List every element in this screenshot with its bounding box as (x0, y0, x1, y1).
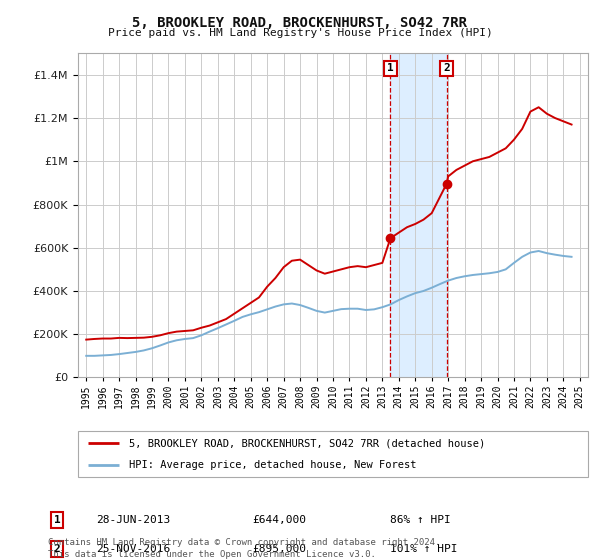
Text: 1: 1 (53, 515, 61, 525)
Text: HPI: Average price, detached house, New Forest: HPI: Average price, detached house, New … (129, 460, 416, 470)
Text: 28-JUN-2013: 28-JUN-2013 (96, 515, 170, 525)
Text: Price paid vs. HM Land Registry's House Price Index (HPI): Price paid vs. HM Land Registry's House … (107, 28, 493, 38)
Text: 2: 2 (53, 544, 61, 554)
Text: 101% ↑ HPI: 101% ↑ HPI (390, 544, 458, 554)
Text: 86% ↑ HPI: 86% ↑ HPI (390, 515, 451, 525)
Text: 5, BROOKLEY ROAD, BROCKENHURST, SO42 7RR (detached house): 5, BROOKLEY ROAD, BROCKENHURST, SO42 7RR… (129, 438, 485, 449)
Text: 5, BROOKLEY ROAD, BROCKENHURST, SO42 7RR: 5, BROOKLEY ROAD, BROCKENHURST, SO42 7RR (133, 16, 467, 30)
Bar (391, 53, 446, 377)
Text: 2: 2 (443, 63, 450, 73)
Text: 1: 1 (387, 63, 394, 73)
Text: 25-NOV-2016: 25-NOV-2016 (96, 544, 170, 554)
Text: £895,000: £895,000 (252, 544, 306, 554)
Text: This data is licensed under the Open Government Licence v3.0.: This data is licensed under the Open Gov… (48, 550, 376, 559)
Text: Contains HM Land Registry data © Crown copyright and database right 2024.: Contains HM Land Registry data © Crown c… (48, 538, 440, 547)
Text: £644,000: £644,000 (252, 515, 306, 525)
